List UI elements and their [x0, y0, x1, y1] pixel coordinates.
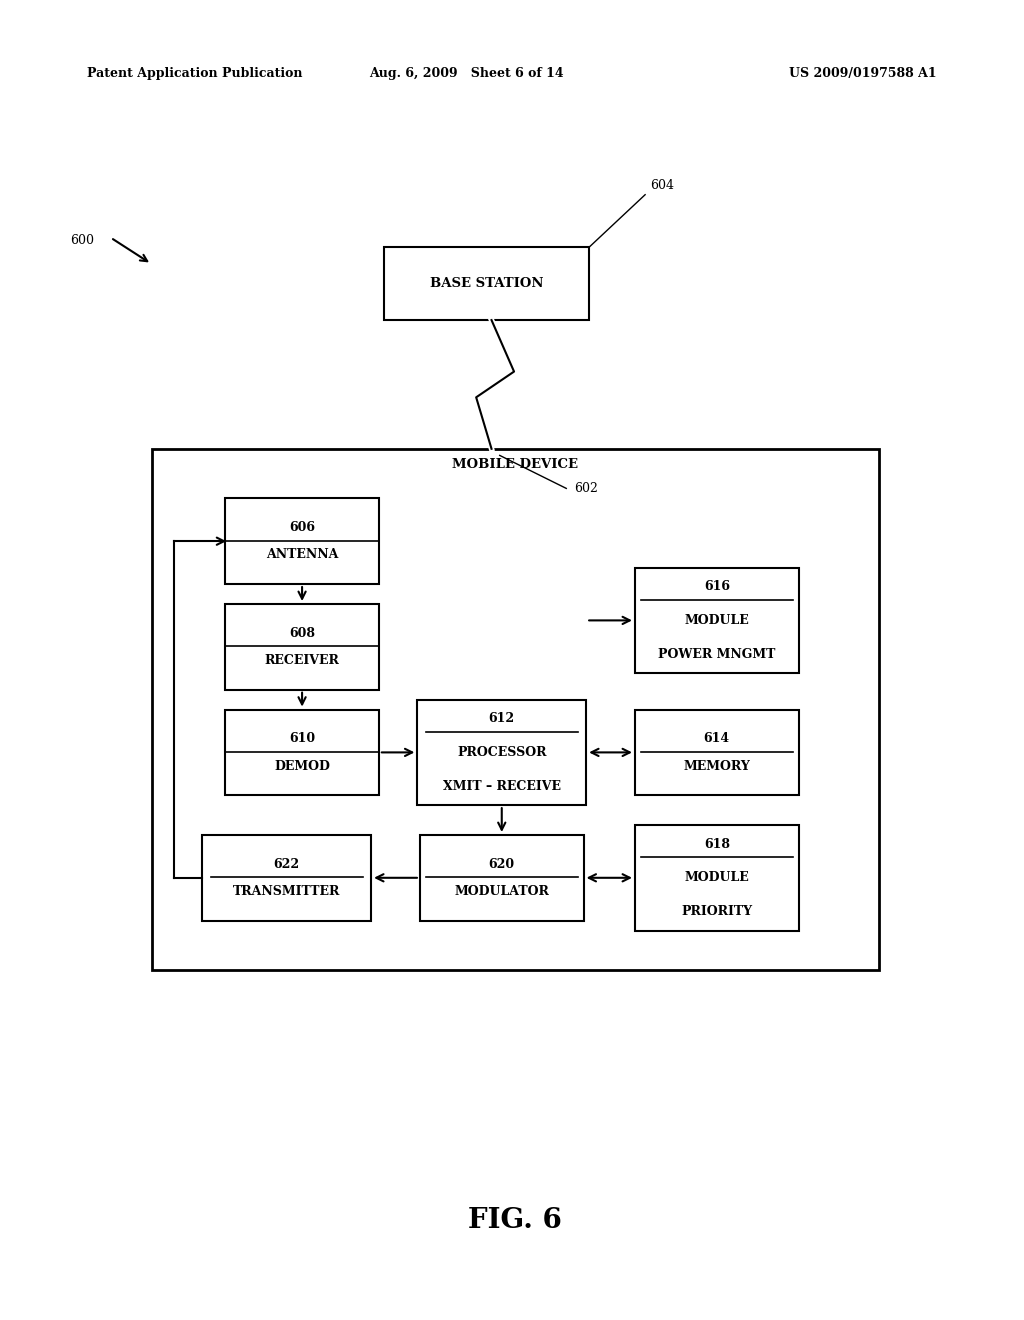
Text: BASE STATION: BASE STATION	[430, 277, 543, 290]
Text: PROCESSOR: PROCESSOR	[457, 746, 547, 759]
Text: DEMOD: DEMOD	[274, 759, 330, 772]
Bar	[225, 710, 379, 795]
Text: XMIT – RECEIVE: XMIT – RECEIVE	[442, 780, 561, 793]
Text: 612: 612	[488, 711, 515, 725]
Bar	[635, 710, 799, 795]
Text: MODULE: MODULE	[684, 614, 750, 627]
Text: 620: 620	[488, 858, 515, 871]
Text: 602: 602	[574, 482, 598, 495]
Text: MODULATOR: MODULATOR	[455, 884, 549, 898]
Text: 614: 614	[703, 733, 730, 746]
Bar	[384, 247, 589, 319]
Text: MOBILE DEVICE: MOBILE DEVICE	[452, 458, 579, 471]
Text: Aug. 6, 2009   Sheet 6 of 14: Aug. 6, 2009 Sheet 6 of 14	[369, 67, 563, 81]
Text: FIG. 6: FIG. 6	[468, 1208, 562, 1234]
Text: 608: 608	[289, 627, 315, 640]
Bar	[152, 449, 879, 970]
Bar	[418, 700, 586, 805]
Text: RECEIVER: RECEIVER	[264, 653, 340, 667]
Text: ANTENNA: ANTENNA	[266, 548, 338, 561]
Text: 600: 600	[70, 234, 93, 247]
Text: 604: 604	[650, 180, 674, 191]
Text: PRIORITY: PRIORITY	[681, 906, 753, 919]
Bar	[635, 568, 799, 673]
Bar	[225, 498, 379, 583]
Bar	[203, 836, 372, 921]
Text: Patent Application Publication: Patent Application Publication	[87, 67, 302, 81]
Text: 618: 618	[703, 837, 730, 850]
Text: US 2009/0197588 A1: US 2009/0197588 A1	[790, 67, 937, 81]
Bar	[635, 825, 799, 931]
Text: 616: 616	[703, 579, 730, 593]
Text: 622: 622	[273, 858, 300, 871]
Text: POWER MNGMT: POWER MNGMT	[658, 648, 775, 661]
Text: 610: 610	[289, 733, 315, 746]
Bar	[420, 836, 584, 921]
Text: MEMORY: MEMORY	[683, 759, 751, 772]
Text: 606: 606	[289, 521, 315, 535]
Text: TRANSMITTER: TRANSMITTER	[233, 884, 340, 898]
Text: MODULE: MODULE	[684, 871, 750, 884]
Bar	[225, 605, 379, 689]
